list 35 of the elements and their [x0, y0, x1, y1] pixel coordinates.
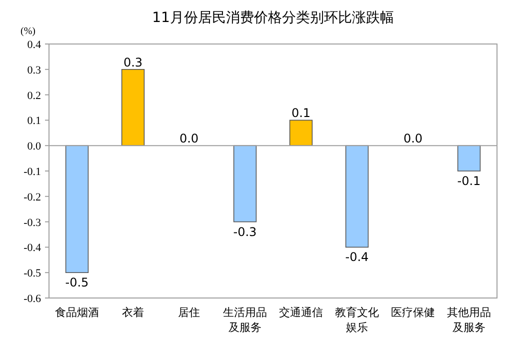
- y-tick-label: 0.0: [27, 140, 42, 153]
- data-label: 0.0: [403, 132, 423, 146]
- data-label: -0.4: [345, 250, 369, 264]
- data-label: -0.5: [65, 276, 89, 290]
- x-tick-label: 生活用品及服务: [223, 306, 267, 334]
- x-tick-label: 教育文化娱乐: [335, 306, 379, 334]
- y-tick-label: 0.3: [27, 64, 42, 76]
- data-label: -0.1: [457, 174, 481, 188]
- y-tick-label: 0.2: [27, 90, 41, 102]
- y-tick-label: 0.1: [27, 115, 41, 128]
- x-tick-label: 交通通信: [279, 306, 323, 319]
- bar: [233, 145, 257, 222]
- y-tick-label: -0.4: [24, 242, 42, 254]
- bar: [65, 145, 89, 273]
- y-tick-label: 0.4: [27, 39, 42, 51]
- bar: [345, 145, 369, 248]
- x-tick-label: 衣着: [122, 306, 144, 319]
- y-tick-label: -0.3: [24, 216, 42, 229]
- y-tick-label: -0.1: [24, 166, 41, 178]
- y-tick-label: -0.6: [24, 293, 42, 305]
- bar: [457, 145, 481, 172]
- data-label: -0.3: [233, 224, 257, 239]
- data-label: 0.3: [123, 55, 143, 70]
- data-label: 0.0: [179, 132, 199, 146]
- x-tick-label: 医疗保健: [391, 306, 435, 319]
- chart-title: 11月份居民消费价格分类别环比涨跌幅: [152, 10, 394, 26]
- x-tick-label: 居住: [178, 306, 200, 319]
- bar: [289, 120, 313, 146]
- data-label: 0.1: [291, 106, 311, 120]
- y-axis-title: (%): [20, 26, 36, 37]
- y-tick-label: -0.2: [24, 191, 41, 204]
- x-tick-label: 其他用品及服务: [447, 306, 491, 334]
- x-tick-label: 食品烟酒: [55, 306, 99, 319]
- y-tick-label: -0.5: [24, 268, 42, 280]
- bar: [121, 69, 145, 146]
